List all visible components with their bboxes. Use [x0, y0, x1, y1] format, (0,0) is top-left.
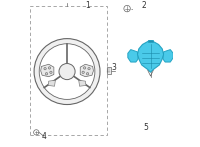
Circle shape	[88, 67, 90, 70]
Circle shape	[48, 67, 51, 69]
Text: 4: 4	[41, 132, 46, 141]
Text: 2: 2	[142, 1, 146, 10]
Circle shape	[86, 73, 89, 75]
Polygon shape	[163, 50, 173, 62]
Polygon shape	[80, 64, 93, 77]
Text: 1: 1	[85, 1, 90, 10]
Polygon shape	[48, 80, 55, 86]
Polygon shape	[128, 50, 138, 62]
Polygon shape	[79, 80, 86, 86]
Circle shape	[82, 71, 84, 74]
Text: 3: 3	[111, 63, 116, 72]
Circle shape	[34, 39, 100, 105]
Circle shape	[59, 64, 75, 80]
Circle shape	[50, 71, 52, 74]
Text: 5: 5	[143, 123, 148, 132]
Polygon shape	[148, 40, 153, 42]
Bar	[107, 67, 111, 74]
Circle shape	[44, 67, 46, 70]
Circle shape	[39, 44, 95, 99]
Circle shape	[45, 73, 48, 75]
Bar	[30, 6, 107, 135]
Circle shape	[83, 67, 86, 69]
Polygon shape	[41, 64, 54, 77]
Polygon shape	[137, 41, 164, 72]
